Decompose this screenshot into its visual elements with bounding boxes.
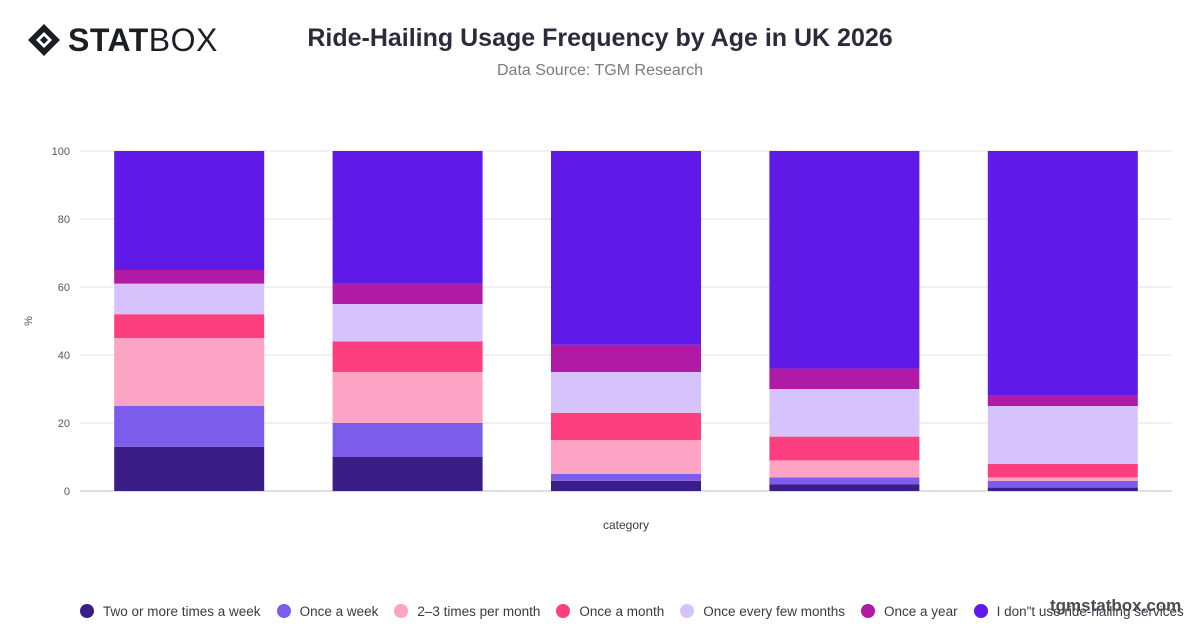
legend-label: Once every few months [703, 603, 846, 619]
chart-title: Ride-Hailing Usage Frequency by Age in U… [307, 24, 893, 52]
bar-segment [551, 474, 701, 481]
y-axis-label: % [23, 316, 35, 326]
bar-segment [987, 477, 1138, 481]
bar-segment [551, 440, 701, 474]
bar-segment [332, 283, 483, 304]
legend-swatch [556, 604, 571, 618]
brand-name-light: BOX [148, 22, 218, 58]
bar-segment [332, 151, 483, 284]
bar-segment [769, 436, 920, 461]
legend-label: Once a year [884, 603, 958, 619]
brand-logo: STATBOX [26, 22, 218, 58]
legend-item: Once every few months [680, 604, 845, 619]
legend-swatch [973, 604, 988, 618]
bar-segment [332, 457, 483, 491]
bar-segment [332, 372, 483, 423]
legend-swatch [276, 604, 291, 618]
bar-segment [769, 484, 920, 491]
y-tick-label: 0 [64, 486, 70, 498]
bar-segment [114, 406, 265, 447]
bar-segment [769, 151, 920, 369]
legend-label: Once a week [299, 603, 379, 619]
watermark: tgmstatbox.com [1050, 596, 1182, 615]
y-tick-label: 80 [58, 214, 70, 226]
legend-label: Two or more times a week [103, 603, 261, 619]
bar-segment [987, 487, 1138, 491]
bar-segment [332, 304, 483, 342]
chart-legend: Two or more times a week Once a week 2–3 t… [80, 601, 1200, 621]
bar-segment [332, 423, 483, 457]
bar-segment [987, 463, 1138, 478]
x-axis-label: category [603, 518, 649, 532]
y-tick-label: 20 [58, 418, 70, 430]
y-tick-label: 40 [58, 350, 70, 362]
legend-swatch [394, 604, 409, 618]
legend-label: 2–3 times per month [417, 603, 541, 619]
legend-swatch [861, 604, 876, 618]
bar-segment [332, 341, 483, 372]
bar-segment [551, 372, 701, 413]
chart-subtitle: Data Source: TGM Research [496, 62, 703, 79]
bar-segment [551, 344, 701, 372]
legend-item: Once a week [276, 603, 379, 619]
brand-name-bold: STAT [68, 22, 149, 58]
bar-segment [987, 395, 1138, 406]
legend-label: Once a month [579, 603, 665, 619]
brand-name: STATBOX [68, 22, 218, 58]
bar-segment [114, 270, 265, 284]
bar-segment [987, 406, 1138, 464]
bar-segment [114, 338, 265, 406]
legend-swatch [680, 604, 695, 618]
bar-segment [987, 480, 1138, 488]
bar-segment [769, 460, 920, 478]
bar-segment [114, 446, 265, 491]
bar-segment [769, 368, 920, 389]
legend-item: 2–3 times per month [394, 604, 540, 619]
bar-segment [769, 389, 920, 437]
stacked-bar-chart: 0 20 40 60 80 100% category [23, 146, 1172, 532]
legend-item: Two or more times a week [80, 604, 261, 619]
bar-segment [114, 283, 265, 315]
legend-item: Once a year [861, 604, 958, 619]
legend-label: I don"t use ride-hailing services [996, 603, 1184, 619]
bar-segment [114, 314, 265, 338]
bar-segment [114, 151, 265, 270]
bar-segment [551, 480, 701, 491]
y-tick-label: 100 [52, 146, 70, 158]
legend-swatch [80, 604, 94, 618]
bar-segment [551, 151, 701, 345]
bar-segment [551, 412, 701, 440]
y-tick-label: 60 [58, 282, 70, 294]
diamond-logo-icon [28, 24, 60, 56]
bar-segment [987, 151, 1138, 396]
legend-item: I don"t use ride-hailing services [973, 603, 1184, 619]
bar-segment [769, 477, 920, 485]
legend-item: Once a month [556, 604, 664, 619]
